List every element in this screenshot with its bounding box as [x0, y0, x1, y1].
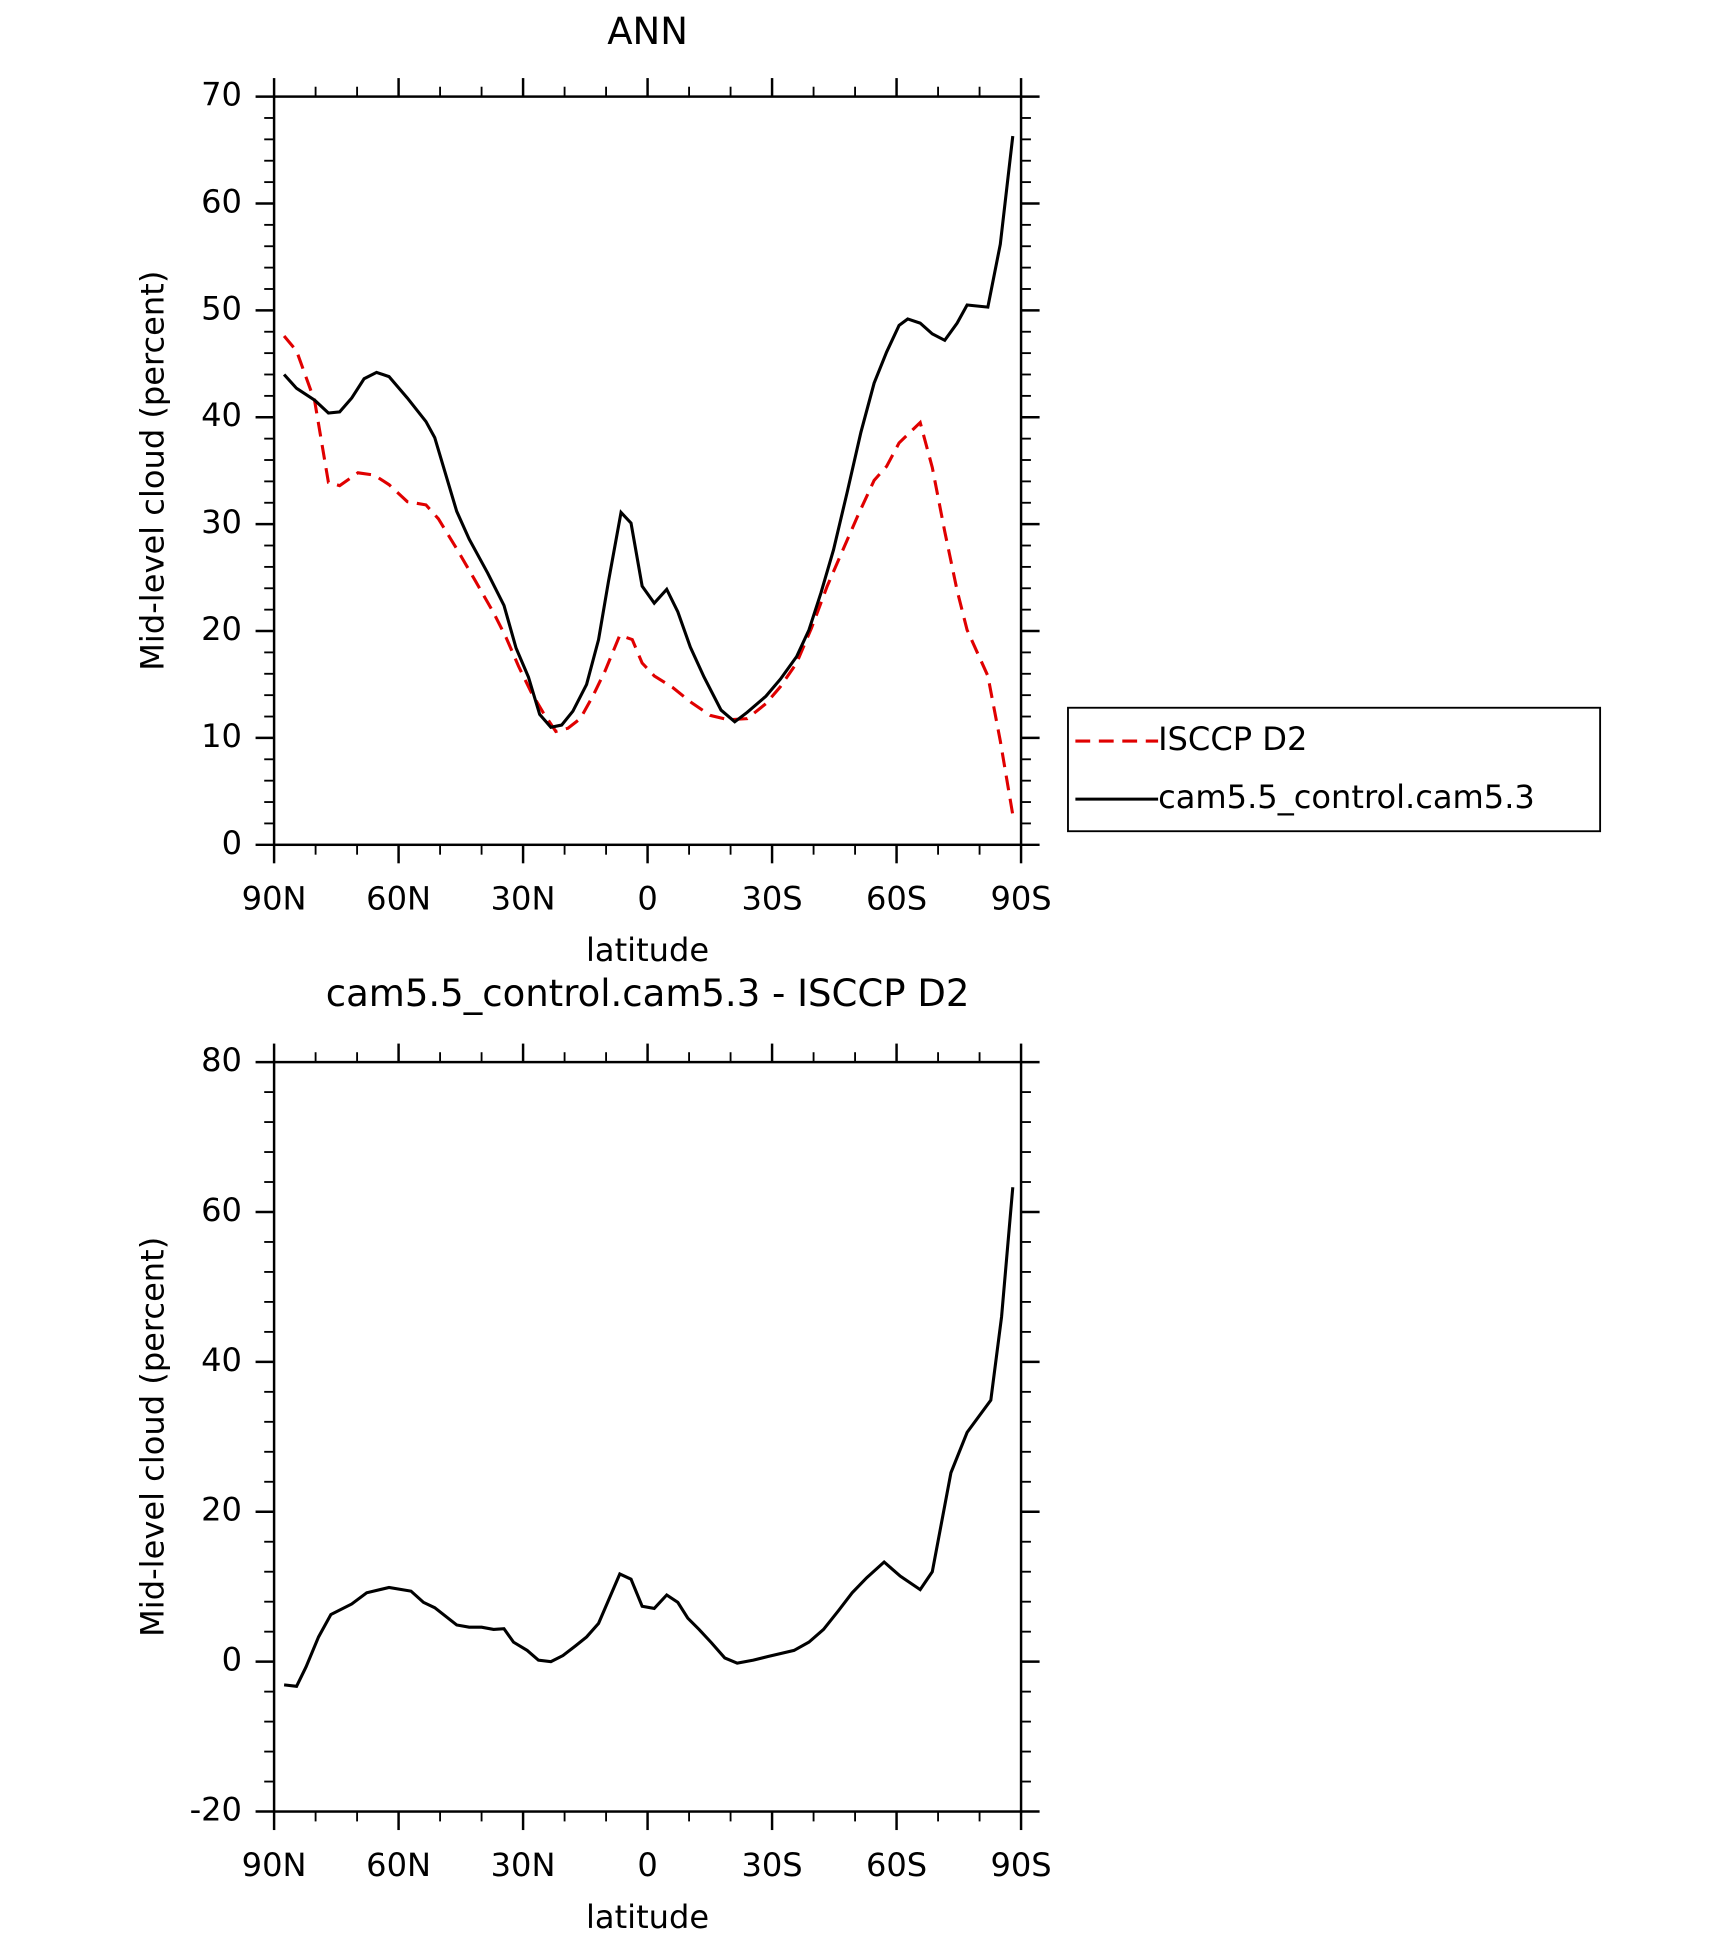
y-tick-label: 10	[201, 717, 242, 755]
data-line	[282, 135, 1015, 729]
legend-label: cam5.5_control.cam5.3	[1158, 778, 1535, 816]
y-tick-label: 80	[201, 1041, 242, 1079]
x-tick-label: 30N	[491, 1846, 556, 1884]
x-tick-label: 30S	[741, 879, 802, 917]
data-line	[283, 1187, 1015, 1689]
x-axis-label: latitude	[586, 1898, 709, 1936]
x-axis-label: latitude	[586, 931, 709, 969]
y-tick-label: 20	[201, 610, 242, 648]
y-tick-label: 60	[201, 182, 242, 220]
x-tick-label: 90N	[242, 879, 307, 917]
x-tick-label: 60N	[366, 879, 431, 917]
y-tick-label: 60	[201, 1191, 242, 1229]
y-axis-label: Mid-level cloud (percent)	[133, 1237, 171, 1637]
y-tick-label: 70	[201, 76, 242, 114]
plot-frame	[272, 1060, 1023, 1813]
y-tick-label: 20	[201, 1491, 242, 1529]
y-tick-label: 40	[201, 396, 242, 434]
x-tick-label: 90S	[990, 1846, 1051, 1884]
y-tick-label: 40	[201, 1341, 242, 1379]
x-tick-label: 0	[637, 879, 657, 917]
x-tick-label: 90S	[990, 879, 1051, 917]
y-axis-label: Mid-level cloud (percent)	[133, 271, 171, 671]
legend-label: ISCCP D2	[1158, 720, 1307, 758]
x-tick-label: 90N	[242, 1846, 307, 1884]
x-tick-label: 60S	[866, 1846, 927, 1884]
data-line	[282, 335, 1015, 816]
y-tick-label: 50	[201, 289, 242, 327]
chart-title: ANN	[607, 10, 688, 53]
x-tick-label: 30N	[491, 879, 556, 917]
y-tick-label: 0	[222, 824, 242, 862]
plot-frame	[272, 95, 1023, 847]
x-tick-label: 60S	[866, 879, 927, 917]
chart-title: cam5.5_control.cam5.3 - ISCCP D2	[326, 972, 970, 1015]
y-tick-label: 30	[201, 503, 242, 541]
legend-box	[1067, 706, 1602, 833]
x-tick-label: 30S	[741, 1846, 802, 1884]
x-tick-label: 0	[637, 1846, 657, 1884]
y-tick-label: -20	[190, 1791, 242, 1829]
x-tick-label: 60N	[366, 1846, 431, 1884]
y-tick-label: 0	[222, 1641, 242, 1679]
